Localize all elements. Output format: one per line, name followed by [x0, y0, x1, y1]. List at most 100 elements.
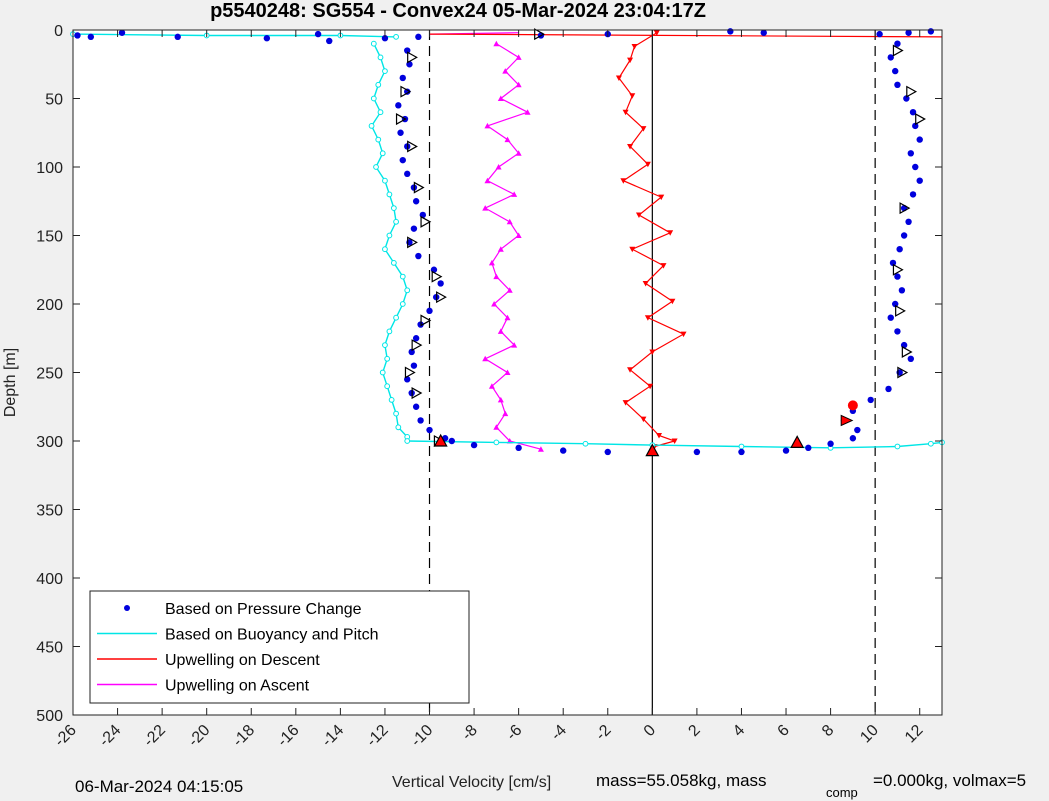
ascent-point	[488, 383, 495, 389]
descent-point	[627, 143, 634, 150]
pressure-point	[738, 448, 745, 456]
pressure-point	[408, 348, 415, 356]
black-triangle-marker	[400, 85, 412, 98]
pressure-point	[916, 177, 923, 184]
pressure-point	[314, 30, 322, 38]
pressure-point	[760, 29, 767, 36]
pressure-point	[907, 355, 915, 362]
buoyancy-point	[370, 40, 377, 47]
black-triangle-marker	[411, 339, 423, 352]
buoyancy-point	[379, 150, 386, 157]
pressure-point	[399, 156, 406, 164]
pressure-point	[849, 435, 857, 442]
legend-label-pressure: Based on Pressure Change	[165, 601, 362, 618]
ascent-point	[537, 446, 544, 452]
buoyancy-point	[382, 68, 388, 74]
ascent-point	[484, 177, 491, 184]
black-triangle-marker	[899, 202, 911, 215]
buoyancy-point	[493, 439, 500, 446]
ascent-point	[511, 191, 518, 197]
descent-point	[669, 298, 676, 305]
ascent-point	[524, 109, 531, 115]
descent-point	[629, 246, 636, 253]
buoyancy-point	[375, 81, 382, 88]
descent-point	[642, 280, 649, 287]
pressure-point	[900, 232, 908, 239]
pressure-point	[263, 35, 271, 42]
buoyancy-point	[373, 164, 379, 170]
legend-label-ascent: Upwelling on Ascent	[165, 678, 310, 695]
pressure-point	[174, 33, 181, 41]
pressure-point	[905, 218, 912, 225]
black-triangle-marker	[431, 270, 443, 283]
black-triangle-marker	[895, 304, 906, 317]
y-tick-label: 400	[36, 571, 63, 588]
pressure-point	[894, 273, 901, 280]
pressure-point	[404, 47, 411, 54]
buoyancy-point	[386, 232, 393, 239]
descent-point	[660, 263, 667, 269]
legend-swatch-pressure	[124, 605, 130, 611]
black-triangle-marker	[915, 113, 926, 126]
pressure-point	[412, 335, 420, 342]
ascent-point	[497, 396, 504, 403]
descent-point	[631, 43, 638, 50]
pressure-point	[912, 122, 919, 130]
black-triangle-marker	[395, 113, 407, 126]
pressure-point	[805, 444, 812, 452]
ascent-point	[488, 259, 495, 266]
buoyancy-point	[404, 438, 411, 444]
ascent-point	[497, 246, 504, 252]
pressure-point	[894, 328, 901, 335]
descent-point	[656, 433, 663, 439]
black-triangle-marker	[407, 51, 418, 64]
pressure-point	[887, 54, 894, 61]
buoyancy-point	[377, 109, 384, 116]
pressure-point	[889, 259, 897, 267]
pressure-point	[448, 437, 455, 445]
ascent-point	[502, 410, 509, 417]
buoyancy-point	[386, 328, 393, 335]
descent-point	[629, 93, 636, 99]
ascent-point	[493, 424, 500, 430]
pressure-point	[415, 33, 422, 41]
descent-point	[622, 400, 629, 406]
buoyancy-point	[390, 205, 397, 212]
descent-point	[653, 30, 660, 36]
pressure-point	[885, 385, 892, 393]
black-triangle-marker	[534, 28, 545, 41]
ascent-point	[493, 40, 500, 47]
ascent-point	[497, 95, 504, 101]
black-triangle-marker	[897, 366, 909, 379]
ascent-point	[515, 81, 522, 88]
pressure-point	[894, 81, 901, 89]
pressure-point	[909, 109, 917, 116]
pressure-point	[437, 280, 444, 287]
pressure-point	[470, 441, 478, 449]
descent-point	[640, 416, 647, 423]
ascent-point	[506, 218, 513, 225]
y-axis-label: Depth [m]	[2, 348, 19, 417]
buoyancy-point	[927, 440, 934, 447]
descent-point	[649, 349, 656, 355]
pressure-point	[412, 198, 420, 205]
chart-title: p5540248: SG554 - Convex24 05-Mar-2024 2…	[210, 0, 706, 22]
pressure-point	[410, 362, 418, 369]
buoyancy-point	[384, 355, 391, 362]
ascent-point	[502, 68, 509, 74]
y-tick-label: 350	[36, 503, 63, 520]
footer-comp-value: =0.000kg, volmax=5	[873, 771, 1026, 790]
pressure-point	[867, 396, 874, 404]
ascent-point	[506, 287, 513, 293]
black-triangle-marker	[407, 236, 418, 249]
black-triangle-marker	[436, 291, 447, 304]
pressure-point	[827, 440, 834, 447]
buoyancy-point	[377, 54, 384, 61]
buoyancy-point	[379, 369, 386, 376]
data-traces	[70, 28, 945, 715]
y-tick-label: 450	[36, 640, 63, 657]
ascent-point	[515, 150, 522, 156]
pressure-point	[397, 129, 404, 136]
pressure-point	[399, 74, 406, 82]
pressure-point	[876, 30, 883, 38]
